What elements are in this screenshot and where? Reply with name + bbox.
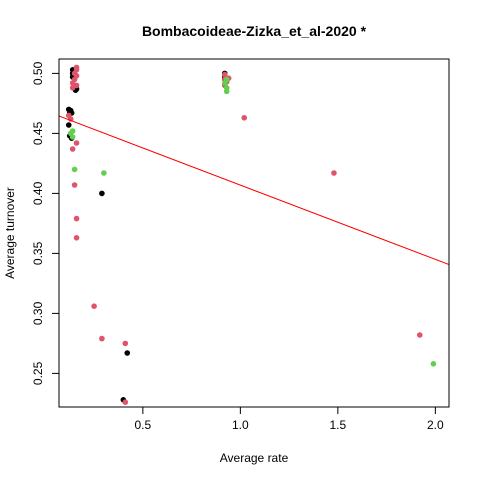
data-point xyxy=(101,170,107,176)
data-point xyxy=(241,115,248,121)
plot-layer xyxy=(59,64,449,406)
chart-title: Bombacoideae-Zizka_et_al-2020 * xyxy=(142,23,367,39)
x-tick-label: 2.0 xyxy=(427,418,444,432)
data-point xyxy=(71,166,78,173)
data-point xyxy=(99,335,105,342)
data-point xyxy=(73,215,80,222)
data-point xyxy=(122,340,129,347)
y-tick-label: 0.35 xyxy=(31,241,45,265)
x-tick-label: 1.5 xyxy=(330,418,347,432)
data-point xyxy=(430,361,437,367)
data-point xyxy=(124,350,131,356)
data-point xyxy=(69,134,76,140)
y-axis-label: Average turnover xyxy=(3,187,17,279)
data-point xyxy=(71,182,78,188)
data-point xyxy=(221,80,228,86)
data-point xyxy=(331,170,337,176)
data-point xyxy=(223,88,230,95)
data-point xyxy=(69,146,76,152)
data-point xyxy=(221,71,228,78)
y-tick-label: 0.50 xyxy=(31,61,45,85)
regression-line xyxy=(59,115,449,266)
y-tick-label: 0.25 xyxy=(31,361,45,385)
data-point xyxy=(65,122,72,128)
data-point xyxy=(122,399,129,406)
x-tick-label: 0.5 xyxy=(135,418,152,432)
data-point xyxy=(69,85,76,91)
data-point xyxy=(73,140,80,146)
data-point xyxy=(73,235,80,241)
data-point xyxy=(416,332,423,338)
plot-frame xyxy=(58,58,450,408)
data-point xyxy=(99,190,105,197)
y-tick-label: 0.45 xyxy=(31,121,45,145)
data-point xyxy=(91,303,97,310)
y-tick-label: 0.30 xyxy=(31,301,45,325)
x-tick-label: 1.0 xyxy=(232,418,249,432)
y-tick-label: 0.40 xyxy=(31,181,45,205)
x-axis-label: Average rate xyxy=(220,451,289,465)
